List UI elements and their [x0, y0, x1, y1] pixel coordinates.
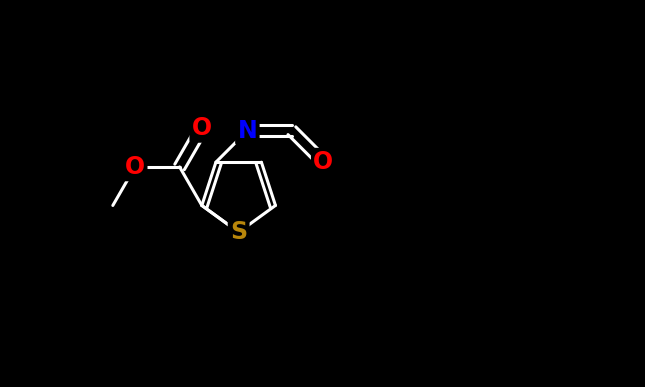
Text: S: S: [230, 220, 247, 244]
Text: O: O: [192, 116, 212, 140]
Text: N: N: [237, 119, 257, 143]
Text: O: O: [125, 155, 145, 179]
Text: O: O: [313, 150, 333, 174]
